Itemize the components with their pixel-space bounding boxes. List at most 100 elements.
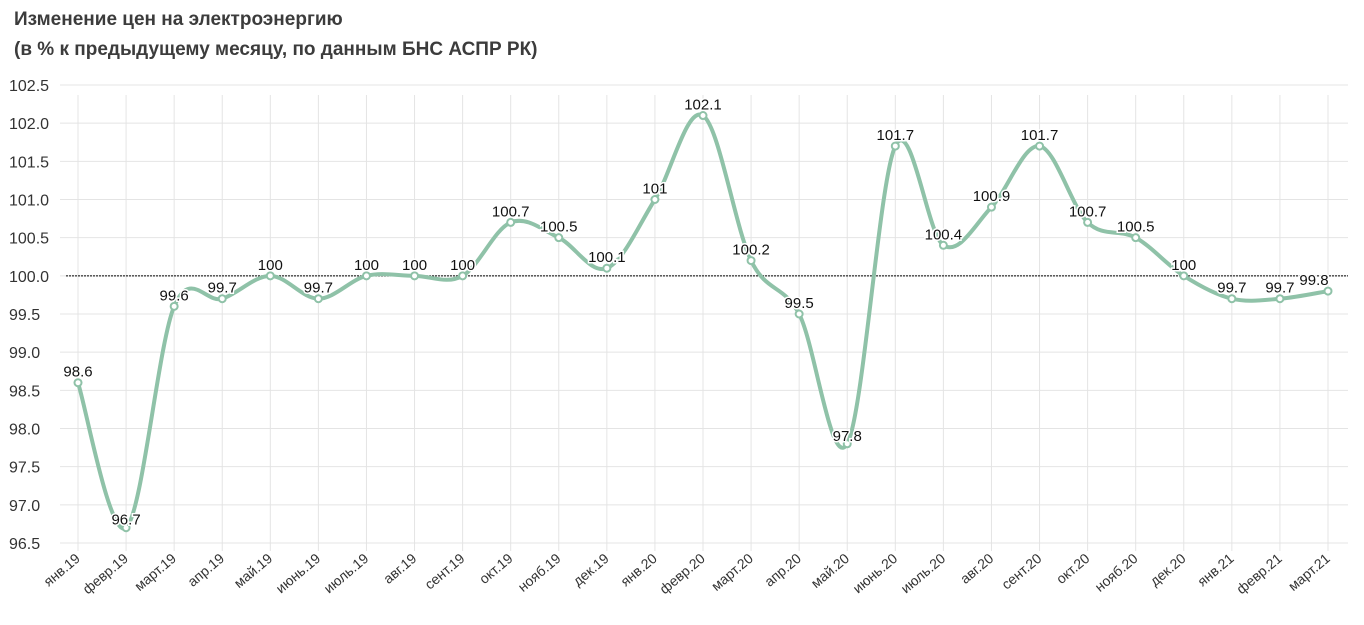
x-tick-label: сент.19 bbox=[421, 550, 467, 593]
data-point bbox=[602, 263, 612, 273]
x-tick-label: дек.20 bbox=[1147, 550, 1189, 589]
data-label: 96.7 bbox=[111, 512, 140, 529]
data-point bbox=[506, 217, 516, 227]
data-label: 100.2 bbox=[732, 242, 770, 259]
x-tick-label: февр.19 bbox=[79, 550, 131, 597]
data-point bbox=[217, 294, 227, 304]
y-tick-label: 100.0 bbox=[9, 269, 49, 286]
data-point bbox=[554, 233, 564, 243]
x-tick-label: июль.20 bbox=[897, 550, 948, 596]
data-points bbox=[73, 111, 1333, 533]
x-tick-label: май.19 bbox=[231, 550, 276, 591]
data-label: 99.7 bbox=[304, 280, 333, 297]
data-point bbox=[746, 256, 756, 266]
y-tick-label: 96.5 bbox=[9, 536, 40, 553]
data-label: 100.5 bbox=[1117, 219, 1155, 236]
data-label: 101.7 bbox=[877, 127, 915, 144]
data-label: 100 bbox=[258, 257, 283, 274]
data-point bbox=[121, 523, 131, 533]
x-tick-label: июль.19 bbox=[321, 550, 372, 596]
data-label: 100.1 bbox=[588, 249, 626, 266]
data-label: 99.6 bbox=[160, 287, 189, 304]
data-label: 100.7 bbox=[492, 203, 530, 220]
data-label: 100.5 bbox=[540, 219, 578, 236]
y-tick-label: 102.0 bbox=[9, 116, 49, 133]
x-tick-label: февр.20 bbox=[656, 550, 708, 597]
data-point bbox=[313, 294, 323, 304]
data-point bbox=[986, 202, 996, 212]
x-tick-label: март.21 bbox=[1285, 550, 1333, 594]
x-tick-label: июнь.19 bbox=[273, 550, 324, 596]
x-tick-label: апр.20 bbox=[761, 550, 804, 590]
data-label: 100 bbox=[450, 257, 475, 274]
data-label: 99.8 bbox=[1299, 272, 1328, 289]
data-label: 98.6 bbox=[63, 364, 92, 381]
x-tick-label: авг.19 bbox=[380, 550, 420, 587]
data-label: 99.5 bbox=[785, 295, 814, 312]
x-tick-label: янв.19 bbox=[40, 550, 83, 590]
x-tick-label: февр.21 bbox=[1233, 550, 1285, 597]
data-label: 100 bbox=[1171, 257, 1196, 274]
x-tick-label: сент.20 bbox=[998, 550, 1044, 593]
y-tick-label: 102.5 bbox=[9, 78, 49, 95]
x-tick-label: март.19 bbox=[131, 550, 179, 594]
data-label: 101.7 bbox=[1021, 127, 1059, 144]
data-label: 100 bbox=[354, 257, 379, 274]
data-label: 100.9 bbox=[973, 188, 1011, 205]
y-tick-label: 97.5 bbox=[9, 460, 40, 477]
data-label: 99.7 bbox=[1217, 280, 1246, 297]
x-tick-label: май.20 bbox=[808, 550, 853, 591]
data-point bbox=[361, 271, 371, 281]
data-point bbox=[1275, 294, 1285, 304]
grid bbox=[60, 84, 1348, 551]
data-point bbox=[1131, 233, 1141, 243]
data-point bbox=[1035, 141, 1045, 151]
data-label: 97.8 bbox=[833, 428, 862, 445]
data-point bbox=[890, 141, 900, 151]
x-tick-label: янв.20 bbox=[617, 550, 660, 590]
x-tick-label: апр.19 bbox=[184, 550, 227, 590]
data-point bbox=[410, 271, 420, 281]
data-label: 99.7 bbox=[208, 280, 237, 297]
data-point bbox=[794, 309, 804, 319]
x-tick-label: окт.19 bbox=[476, 550, 516, 587]
data-label: 100.7 bbox=[1069, 203, 1107, 220]
data-point bbox=[458, 271, 468, 281]
x-tick-label: янв.21 bbox=[1194, 550, 1237, 590]
data-label: 102.1 bbox=[684, 97, 722, 114]
x-tick-label: июнь.20 bbox=[849, 550, 900, 596]
data-label: 100.4 bbox=[925, 226, 963, 243]
y-tick-label: 99.0 bbox=[9, 345, 40, 362]
data-point bbox=[1323, 286, 1333, 296]
x-tick-label: нояб.19 bbox=[515, 550, 564, 595]
y-tick-label: 98.5 bbox=[9, 383, 40, 400]
data-point bbox=[1083, 217, 1093, 227]
chart-title: Изменение цен на электроэнергию bbox=[14, 9, 343, 30]
y-tick-label: 99.5 bbox=[9, 307, 40, 324]
x-tick-label: окт.20 bbox=[1053, 550, 1093, 587]
data-point bbox=[842, 439, 852, 449]
data-point bbox=[169, 301, 179, 311]
data-label: 99.7 bbox=[1265, 280, 1294, 297]
data-point bbox=[650, 195, 660, 204]
data-point bbox=[938, 240, 948, 250]
chart-subtitle: (в % к предыдущему месяцу, по данным БНС… bbox=[14, 39, 538, 60]
x-tick-label: авг.20 bbox=[957, 550, 997, 587]
y-tick-label: 101.0 bbox=[9, 193, 49, 210]
data-point bbox=[265, 271, 275, 281]
data-point bbox=[698, 111, 708, 121]
series-line bbox=[76, 112, 1330, 531]
x-tick-label: дек.19 bbox=[570, 550, 612, 589]
y-tick-label: 97.0 bbox=[9, 498, 40, 515]
data-point bbox=[1227, 294, 1237, 304]
y-axis: 96.5 97.0 97.5 98.0 98.5 99.0 99.5 100.0 100.5 10… bbox=[9, 78, 49, 553]
y-tick-label: 100.5 bbox=[9, 231, 49, 248]
data-label: 100 bbox=[402, 257, 427, 274]
data-point bbox=[73, 378, 83, 388]
data-labels: 98.6 96.7 99.6 99.7 100 99.7 100 100 100 100.7 100… bbox=[62, 95, 1330, 530]
x-tick-label: нояб.20 bbox=[1092, 550, 1141, 595]
data-label: 101 bbox=[642, 181, 667, 198]
x-tick-label: март.20 bbox=[708, 550, 756, 594]
